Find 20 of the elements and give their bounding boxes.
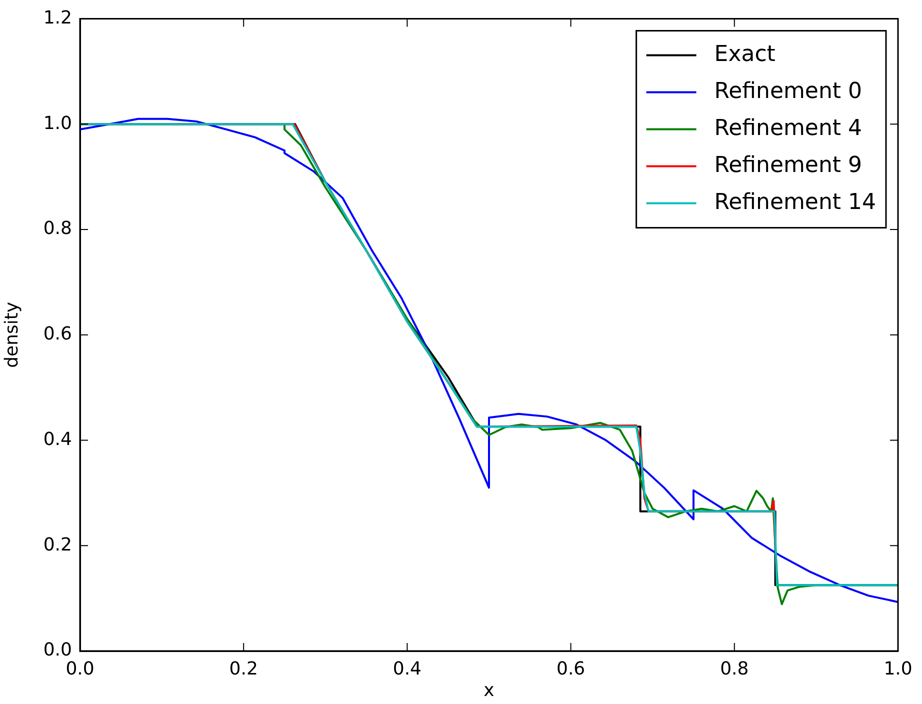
x-tick-label: 0.4: [392, 658, 422, 680]
y-axis-title: density: [1, 302, 22, 368]
legend-label: Refinement 14: [714, 190, 876, 216]
legend-label: Refinement 0: [714, 79, 862, 104]
y-tick-label: 0.6: [43, 324, 72, 345]
legend-label: Refinement 4: [714, 116, 862, 142]
x-tick-label: 0.6: [556, 658, 586, 680]
x-tick-label: 0.8: [720, 658, 749, 680]
x-tick-label: 1.0: [884, 658, 912, 680]
y-tick-label: 0.4: [43, 428, 72, 450]
x-tick-label: 0.2: [229, 658, 258, 680]
y-tick-label: 0.0: [43, 640, 72, 661]
legend-label: Refinement 9: [714, 153, 862, 178]
legend-label: Exact: [714, 42, 776, 68]
y-tick-label: 1.2: [43, 7, 72, 28]
y-tick-label: 0.2: [43, 534, 72, 556]
x-axis-title: x: [484, 680, 495, 701]
y-tick-label: 1.0: [43, 112, 72, 134]
y-tick-label: 0.8: [43, 218, 72, 240]
x-tick-label: 0.0: [66, 658, 94, 680]
